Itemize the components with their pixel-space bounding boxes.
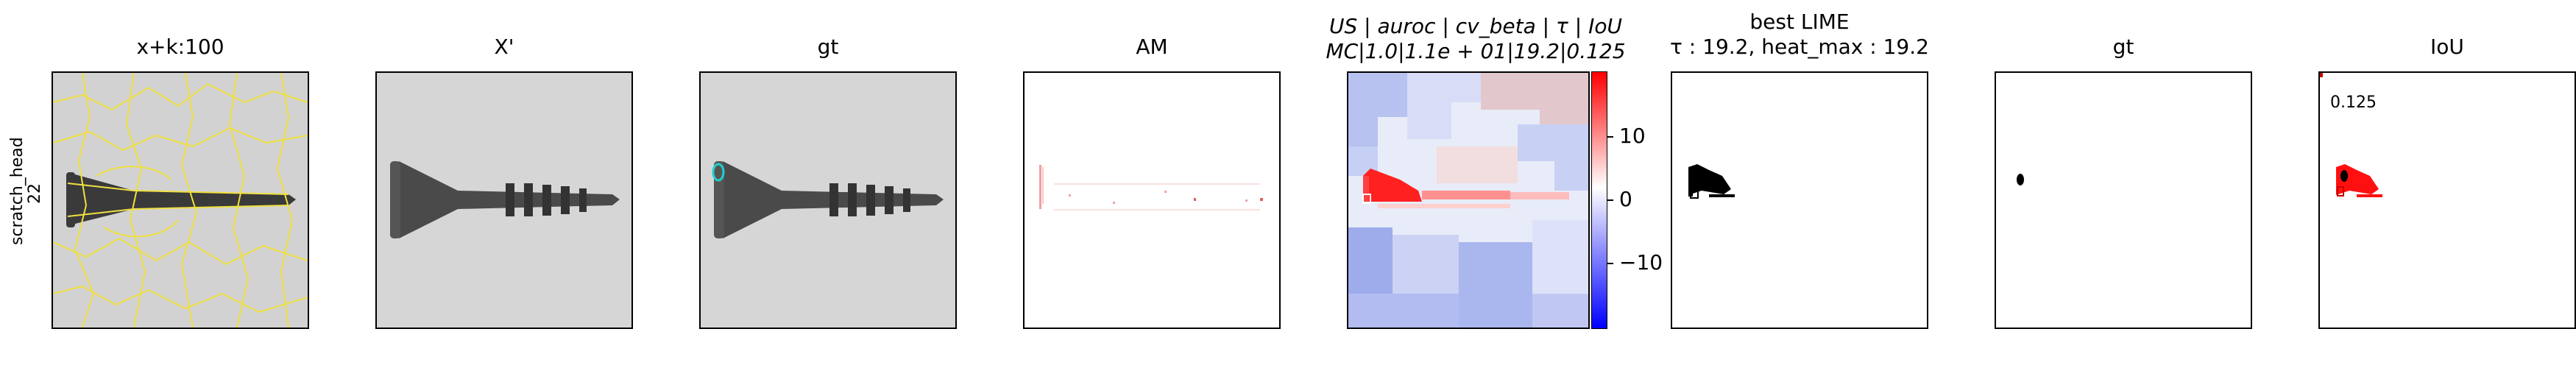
heatmap-hot-region [1362, 169, 1569, 208]
panel-8-title: IoU [2430, 35, 2464, 59]
panel-5-title-line1: US | auroc | cv_beta | τ | IoU [1329, 14, 1622, 38]
panel-1-title: x+k:100 [136, 35, 224, 59]
defect-outline [712, 163, 725, 182]
am-panel [1023, 71, 1281, 329]
row-label-index: 22 [26, 183, 44, 204]
colorbar-tick-label: 10 [1619, 124, 1646, 148]
panel-4-title: AM [1136, 35, 1168, 59]
gt-mask-panel [1995, 71, 2252, 329]
colorbar-tick-label: −10 [1619, 250, 1663, 275]
panel-6-title-line2: τ : 19.2, heat_max : 19.2 [1670, 35, 1929, 59]
superpixel-boundaries [53, 73, 308, 328]
am-heat-speckles [1039, 165, 1263, 210]
heatmap-panel [1347, 71, 1590, 329]
iou-value-label: 0.125 [2330, 93, 2377, 112]
best-lime-panel [1671, 71, 1928, 329]
panel-3-title: gt [817, 35, 839, 59]
x-prime-panel [375, 71, 633, 329]
gt-mask-blob [2017, 174, 2024, 185]
screw-shape [66, 172, 296, 227]
panel-6-title-line1: best LIME [1749, 10, 1850, 34]
iou-corner-mark [2320, 73, 2323, 77]
superpixel-image-panel [52, 71, 309, 329]
colorbar-tick-mark [1607, 136, 1613, 138]
colorbar-tick-mark [1607, 199, 1613, 201]
row-label-name: scratch_head [8, 137, 26, 245]
panel-2-title: X' [494, 35, 514, 59]
panel-5-title-line2: MC|1.0|1.1e + 01|19.2|0.125 [1326, 39, 1626, 63]
colorbar-tick-mark [1607, 263, 1613, 264]
screw-shape [714, 161, 944, 238]
panel-7-title: gt [2112, 35, 2134, 59]
colorbar [1591, 71, 1607, 329]
lime-mask [1688, 164, 1735, 199]
iou-panel: 0.125 [2318, 71, 2576, 329]
gt-image-panel [699, 71, 957, 329]
iou-overlap-mask [2336, 164, 2382, 197]
heatmap-regions [1348, 73, 1588, 328]
screw-shape [390, 161, 620, 238]
colorbar-tick-label: 0 [1619, 187, 1632, 211]
